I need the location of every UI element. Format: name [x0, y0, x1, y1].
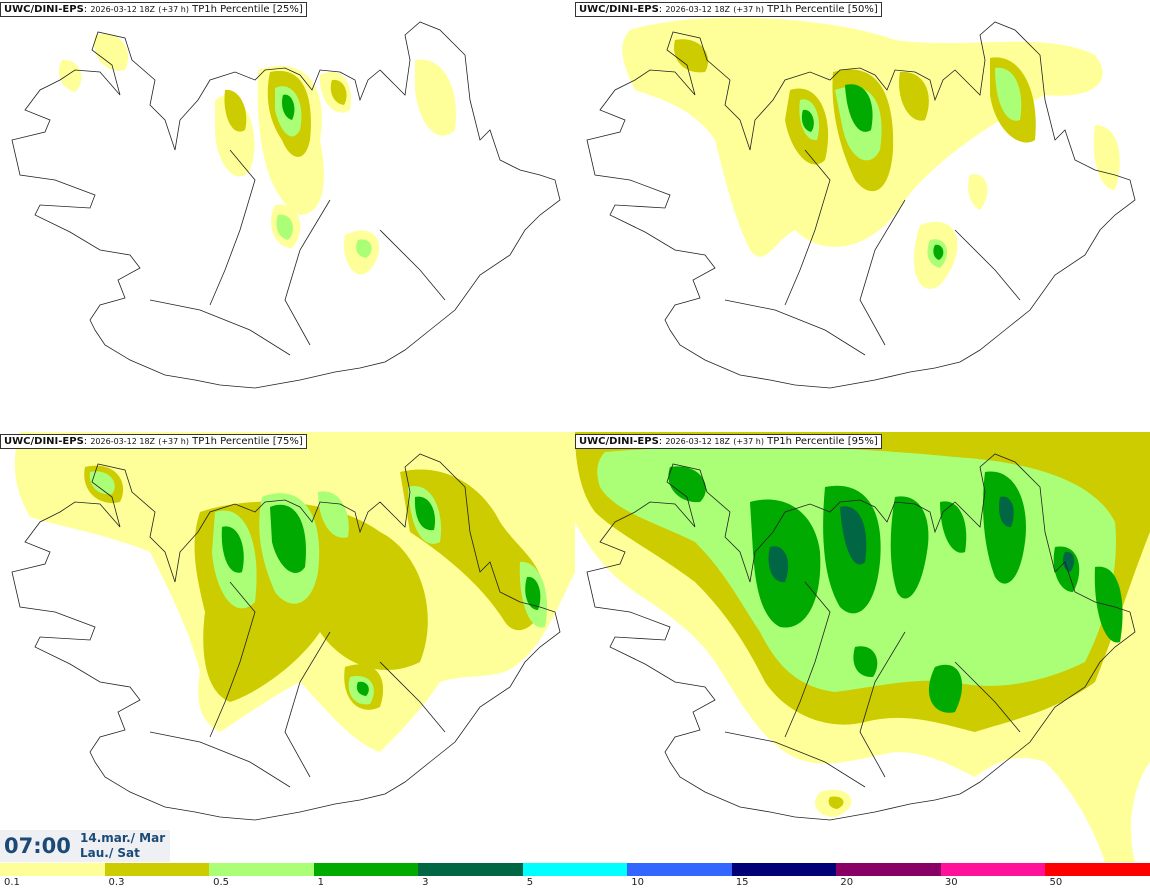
colorbar-tick-label: 1 [317, 877, 324, 888]
valid-date: 14.mar./ Mar [80, 831, 166, 845]
panel-title: UWC/DINI-EPS: 2026-03-12 18Z (+37 h) TP1… [575, 2, 882, 17]
colorbar-segment [940, 863, 1046, 876]
panel-title: UWC/DINI-EPS: 2026-03-12 18Z (+37 h) TP1… [0, 434, 307, 449]
colorbar-tick-label: 0.3 [108, 877, 125, 888]
map-panel-p25: UWC/DINI-EPS: 2026-03-12 18Z (+37 h) TP1… [0, 0, 575, 430]
map-panel-p95: UWC/DINI-EPS: 2026-03-12 18Z (+37 h) TP1… [575, 432, 1150, 862]
colorbar-segment [731, 863, 837, 876]
precip-map [575, 432, 1150, 862]
colorbar-segment [627, 863, 732, 876]
colorbar-tick-label: 5 [526, 877, 534, 888]
iceland-coastline [11, 453, 561, 821]
colorbar-segment [522, 863, 628, 876]
precip-map [11, 432, 575, 821]
colorbar-tick-label: 3 [422, 877, 429, 888]
precip-map [586, 17, 1136, 389]
colorbar-tick-label: 0.5 [213, 877, 229, 888]
iceland-coastline [586, 453, 1136, 821]
precip-map [11, 21, 561, 389]
colorbar-segment [418, 863, 523, 876]
colorbar-segment [1045, 863, 1150, 876]
iceland-coastline [11, 21, 561, 389]
panel-title: UWC/DINI-EPS: 2026-03-12 18Z (+37 h) TP1… [575, 434, 882, 449]
colorbar-segment [104, 863, 210, 876]
valid-time: 07:00 [4, 834, 71, 858]
colorbar-tick-label: 20 [840, 877, 854, 888]
precip-colorbar [0, 863, 1150, 876]
colorbar-tick-label: 0.1 [4, 877, 20, 888]
valid-time-box: 07:00 14.mar./ Mar Lau./ Sat [0, 830, 170, 862]
map-panel-p50: UWC/DINI-EPS: 2026-03-12 18Z (+37 h) TP1… [575, 0, 1150, 430]
panel-title: UWC/DINI-EPS: 2026-03-12 18Z (+37 h) TP1… [0, 2, 307, 17]
iceland-coastline [586, 21, 1136, 389]
precip-field [622, 17, 1120, 289]
colorbar-segment [209, 863, 314, 876]
colorbar-tick-label: 15 [735, 877, 749, 888]
colorbar-tick-label: 50 [1049, 877, 1063, 888]
colorbar-tick-label: 30 [944, 877, 958, 888]
precip-field [58, 33, 456, 275]
colorbar-tick-label: 10 [631, 877, 644, 888]
valid-day: Lau./ Sat [80, 846, 140, 860]
map-panel-p75: UWC/DINI-EPS: 2026-03-12 18Z (+37 h) TP1… [0, 432, 575, 862]
colorbar-segment [0, 863, 105, 876]
colorbar-segment [313, 863, 419, 876]
precip-field [575, 432, 1150, 862]
precip-field [14, 432, 575, 752]
colorbar-ticks: 0.1 0.3 0.5 1 3 5 10 15 20 30 50 [0, 876, 1150, 891]
colorbar-segment [836, 863, 941, 876]
